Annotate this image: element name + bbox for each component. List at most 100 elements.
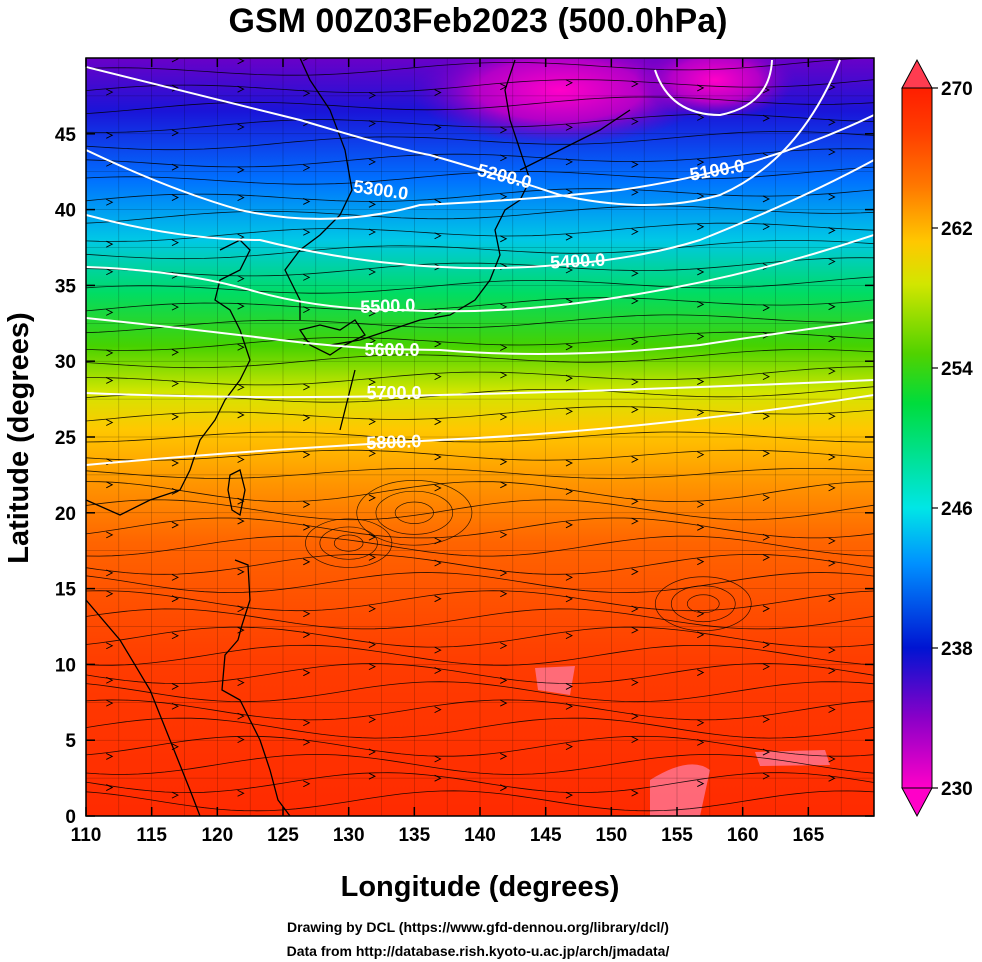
- wind-arrow: [565, 791, 573, 799]
- wind-arrow: [631, 456, 639, 463]
- x-tick-label: 140: [464, 825, 496, 846]
- streamline: [86, 331, 874, 351]
- colorbar-scale: [901, 87, 933, 789]
- wind-arrow: [106, 58, 107, 59]
- wind-arrow: [171, 348, 179, 356]
- wind-arrow: [565, 407, 573, 415]
- colorbar-tick-label: 246: [941, 499, 973, 520]
- x-tick-label: 165: [792, 825, 824, 846]
- x-tick-label: 130: [333, 825, 365, 846]
- wind-arrow: [106, 569, 114, 577]
- wind-arrow: [631, 338, 639, 346]
- wind-arrow: [828, 83, 836, 91]
- wind-arrow: [368, 228, 376, 236]
- colorbar-tick-label: 262: [941, 219, 973, 240]
- wind-arrow: [434, 340, 442, 348]
- contour-5100: [654, 59, 773, 117]
- coast-taiwan: [227, 469, 246, 517]
- wind-arrow: [171, 791, 179, 799]
- circulation: [356, 480, 473, 546]
- wind-arrow: [565, 188, 573, 196]
- wind-arrow: [697, 719, 705, 727]
- wind-arrow: [303, 738, 311, 746]
- wind-arrow: [697, 300, 705, 308]
- wind-arrow: [368, 772, 376, 780]
- streamline: [86, 517, 874, 539]
- wind-arrow: [434, 89, 442, 96]
- wind-arrow: [368, 533, 376, 541]
- wind-arrow: [500, 235, 508, 243]
- colorbar-tick-label: 254: [941, 359, 973, 380]
- wind-arrow: [828, 303, 836, 311]
- colorbar-min-arrow: [901, 787, 933, 818]
- streamline: [86, 148, 874, 168]
- wind-arrow: [237, 789, 245, 797]
- wind-arrow: [303, 198, 311, 205]
- wind-arrow: [237, 736, 245, 744]
- wind-arrow: [368, 716, 376, 723]
- warm-patch: [650, 764, 710, 816]
- wind-arrow: [303, 719, 311, 727]
- streamline: [86, 553, 874, 575]
- wind-arrow: [303, 306, 311, 314]
- streamline: [86, 131, 874, 151]
- wind-arrow: [631, 188, 639, 196]
- wind-arrow: [171, 573, 179, 581]
- wind-arrow: [697, 610, 705, 618]
- wind-arrow: [368, 494, 376, 502]
- wind-arrow: [631, 378, 639, 386]
- wind-arrow: [303, 610, 311, 618]
- wind-arrow: [368, 641, 376, 648]
- wind-arrow: [237, 302, 245, 310]
- wind-arrow: [368, 449, 376, 457]
- streamline: [86, 166, 874, 185]
- wind-arrow: [565, 573, 573, 581]
- wind-arrow: [565, 158, 573, 166]
- y-tick-label: 0: [65, 807, 76, 828]
- wind-arrow: [434, 124, 442, 131]
- wind-arrow: [303, 273, 311, 281]
- wind-arrow: [500, 458, 508, 466]
- wind-arrow: [303, 501, 311, 508]
- wind-arrow: [303, 414, 311, 422]
- wind-arrow: [828, 595, 836, 602]
- wind-arrow: [565, 521, 573, 529]
- wind-arrow: [762, 450, 770, 457]
- streamline: [86, 449, 874, 461]
- wind-arrow: [697, 409, 705, 416]
- wind-arrow: [762, 195, 770, 203]
- streamline: [86, 113, 874, 133]
- wind-arrow: [697, 268, 705, 276]
- circulation: [333, 534, 364, 552]
- coast-kyushu: [298, 319, 366, 356]
- wind-arrow: [106, 419, 114, 426]
- wind-arrow: [369, 49, 375, 55]
- contour-5700: [86, 379, 874, 399]
- wind-arrow: [565, 79, 573, 87]
- y-tick-label: 10: [55, 655, 76, 676]
- circulation: [654, 576, 752, 632]
- plot-area: 5100.05200.05300.05400.05500.05600.05700…: [86, 49, 874, 816]
- streamline: [86, 626, 874, 648]
- contour-label: 5700.0: [366, 383, 421, 403]
- wind-arrow: [106, 198, 114, 206]
- wind-arrow: [500, 481, 508, 489]
- wind-arrow: [565, 632, 573, 640]
- wind-arrow: [171, 194, 179, 201]
- wind-arrow: [500, 642, 508, 650]
- x-tick-label: 155: [661, 825, 693, 846]
- wind-arrow: [828, 755, 836, 763]
- wind-arrow: [368, 378, 376, 386]
- wind-arrow: [171, 413, 179, 421]
- wind-arrow: [106, 349, 114, 357]
- wind-arrow: [500, 413, 508, 421]
- wind-arrow: [171, 521, 179, 529]
- wind-arrow: [565, 233, 573, 241]
- wind-arrow: [697, 49, 703, 55]
- cold-core-east: [635, 58, 795, 120]
- x-axis-label: Longitude (degrees): [341, 871, 620, 903]
- wind-arrow: [566, 51, 572, 57]
- streamline: [86, 699, 874, 721]
- x-tick-label: 145: [530, 825, 562, 846]
- wind-arrow: [828, 559, 836, 567]
